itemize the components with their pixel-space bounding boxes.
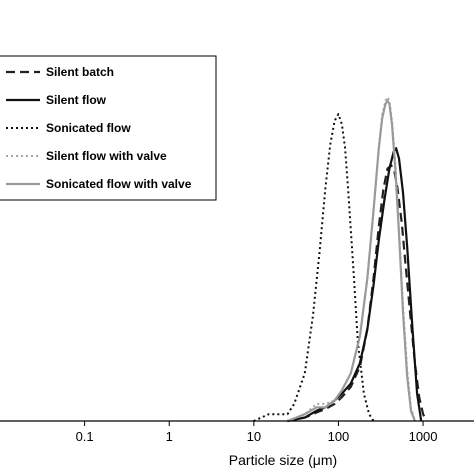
legend-label: Silent flow with valve <box>46 149 167 163</box>
x-axis-ticks: 0.1 1 10 100 1000 <box>76 421 438 444</box>
legend-items: Silent batch Silent flow Sonicated flow Sil… <box>6 65 192 191</box>
legend: Silent batch Silent flow Sonicated flow Sil… <box>0 55 217 201</box>
x-axis-label: Particle size (μm) <box>229 452 337 468</box>
x-tick-label: 1000 <box>409 429 438 444</box>
legend-label: Sonicated flow <box>46 121 131 135</box>
series-line-silent-batch <box>287 164 428 423</box>
legend-label: Silent batch <box>46 65 114 79</box>
legend-label: Silent flow <box>46 93 107 107</box>
x-tick-label: 0.1 <box>76 429 94 444</box>
legend-label: Sonicated flow with valve <box>46 177 192 191</box>
series-line-sonicated-flow <box>253 113 375 422</box>
x-tick-label: 1 <box>166 429 173 444</box>
x-tick-label: 100 <box>328 429 350 444</box>
series-line-sonicated-flow-with-valve <box>287 99 416 423</box>
x-tick-label: 10 <box>247 429 261 444</box>
plot-lines <box>253 96 428 423</box>
